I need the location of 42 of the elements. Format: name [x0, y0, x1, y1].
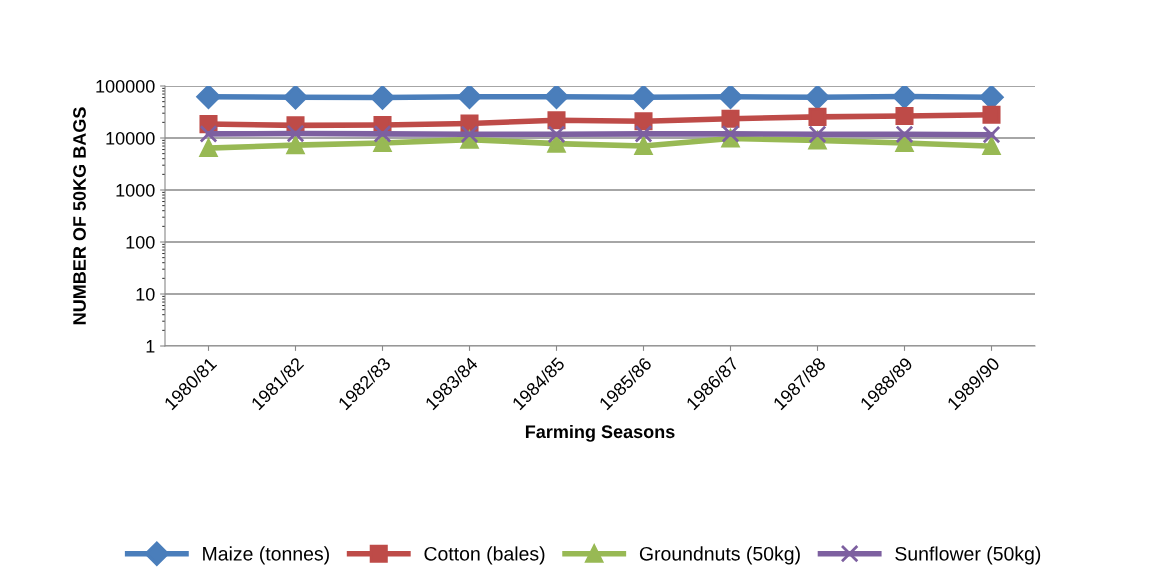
y-tick-label: 10: [136, 287, 155, 301]
point: [373, 134, 392, 153]
point: [805, 86, 830, 110]
legend-label: Cotton (bales): [424, 546, 545, 565]
y-tick-label: 100: [126, 235, 155, 249]
point: [460, 125, 479, 144]
point: [634, 112, 653, 131]
point: [196, 86, 221, 109]
y-tick-label: 100000: [96, 79, 155, 93]
point: [199, 124, 218, 143]
point: [457, 86, 482, 109]
point: [634, 137, 653, 156]
point: [982, 137, 1001, 156]
point: [547, 111, 566, 130]
point: [895, 125, 914, 144]
point: [373, 124, 392, 143]
point: [370, 86, 395, 110]
point: [631, 86, 656, 110]
point: [721, 109, 740, 128]
y-tick-label: 1000: [116, 183, 155, 197]
point: [892, 86, 917, 109]
legend-label: Sunflower (50kg): [895, 546, 1041, 565]
legend-label: Maize (tonnes): [203, 546, 329, 565]
point: [718, 86, 743, 109]
point: [634, 124, 653, 143]
y-tick-label: 1: [146, 340, 155, 353]
point: [808, 125, 827, 144]
point: [808, 107, 827, 126]
x-axis-title: Farming Seasons: [525, 424, 675, 442]
y-tick-label: 10000: [106, 131, 155, 145]
point: [982, 105, 1001, 124]
y-axis-title: NUMBER OF 50KG BAGS: [73, 107, 86, 325]
point: [283, 86, 308, 110]
point: [721, 124, 740, 143]
legend-label: Groundnuts (50kg): [639, 546, 800, 565]
point: [286, 136, 305, 155]
point: [199, 139, 218, 158]
point: [286, 124, 305, 143]
point: [982, 125, 1001, 144]
point: [547, 125, 566, 144]
point: [544, 86, 569, 109]
point: [895, 106, 914, 126]
